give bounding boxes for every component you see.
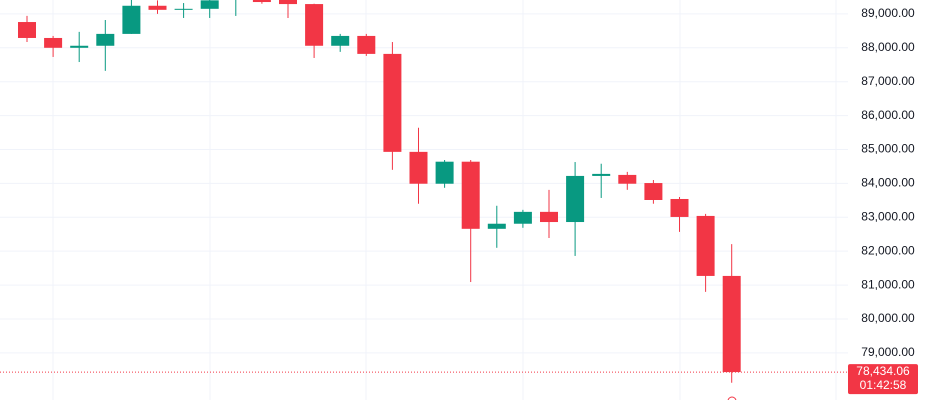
candle-body: [487, 223, 506, 229]
plot-area: [0, 0, 848, 383]
candle-body: [96, 33, 115, 46]
candle-body: [696, 215, 715, 276]
candle-body: [44, 37, 63, 48]
y-tick-label: 87,000.00: [861, 74, 915, 88]
y-tick-label: 84,000.00: [861, 176, 915, 190]
candle-body: [435, 161, 454, 184]
y-tick-label: 83,000.00: [861, 209, 915, 223]
last-price-label: 78,434.06: [856, 364, 910, 378]
vertical-grid: [52, 0, 837, 400]
candle-body: [409, 151, 428, 184]
y-tick-label: 89,000.00: [861, 6, 915, 20]
y-tick-label: 85,000.00: [861, 142, 915, 156]
y-tick-label: 80,000.00: [861, 311, 915, 325]
candle-body: [722, 275, 741, 373]
candle-body: [70, 45, 89, 48]
candle-body: [174, 8, 193, 10]
candle-body: [592, 173, 611, 176]
y-tick-label: 86,000.00: [861, 108, 915, 122]
marker: [727, 396, 737, 400]
candle-body: [670, 198, 689, 217]
candle-body: [122, 5, 141, 34]
candle-body: [513, 211, 532, 224]
candle-body: [279, 0, 297, 5]
candle-body: [461, 161, 480, 229]
candle-body: [540, 211, 558, 223]
last-price-box: [848, 364, 918, 395]
candle-body: [305, 4, 324, 46]
y-tick-label: 88,000.00: [861, 40, 915, 54]
candle-body: [252, 0, 271, 3]
candle-body: [618, 174, 637, 184]
y-tick-label: 81,000.00: [861, 277, 915, 291]
candle-body: [357, 35, 376, 54]
candle-body: [18, 22, 36, 38]
y-tick-label: 79,000.00: [861, 345, 915, 359]
y-tick-label: 82,000.00: [861, 243, 915, 257]
candle-body: [148, 5, 167, 10]
candle-body: [331, 35, 350, 46]
candle-body: [644, 183, 663, 200]
countdown: 01:42:58: [860, 378, 907, 392]
candle-body: [566, 175, 585, 223]
candle-body: [200, 0, 219, 9]
candle-body: [383, 53, 402, 152]
